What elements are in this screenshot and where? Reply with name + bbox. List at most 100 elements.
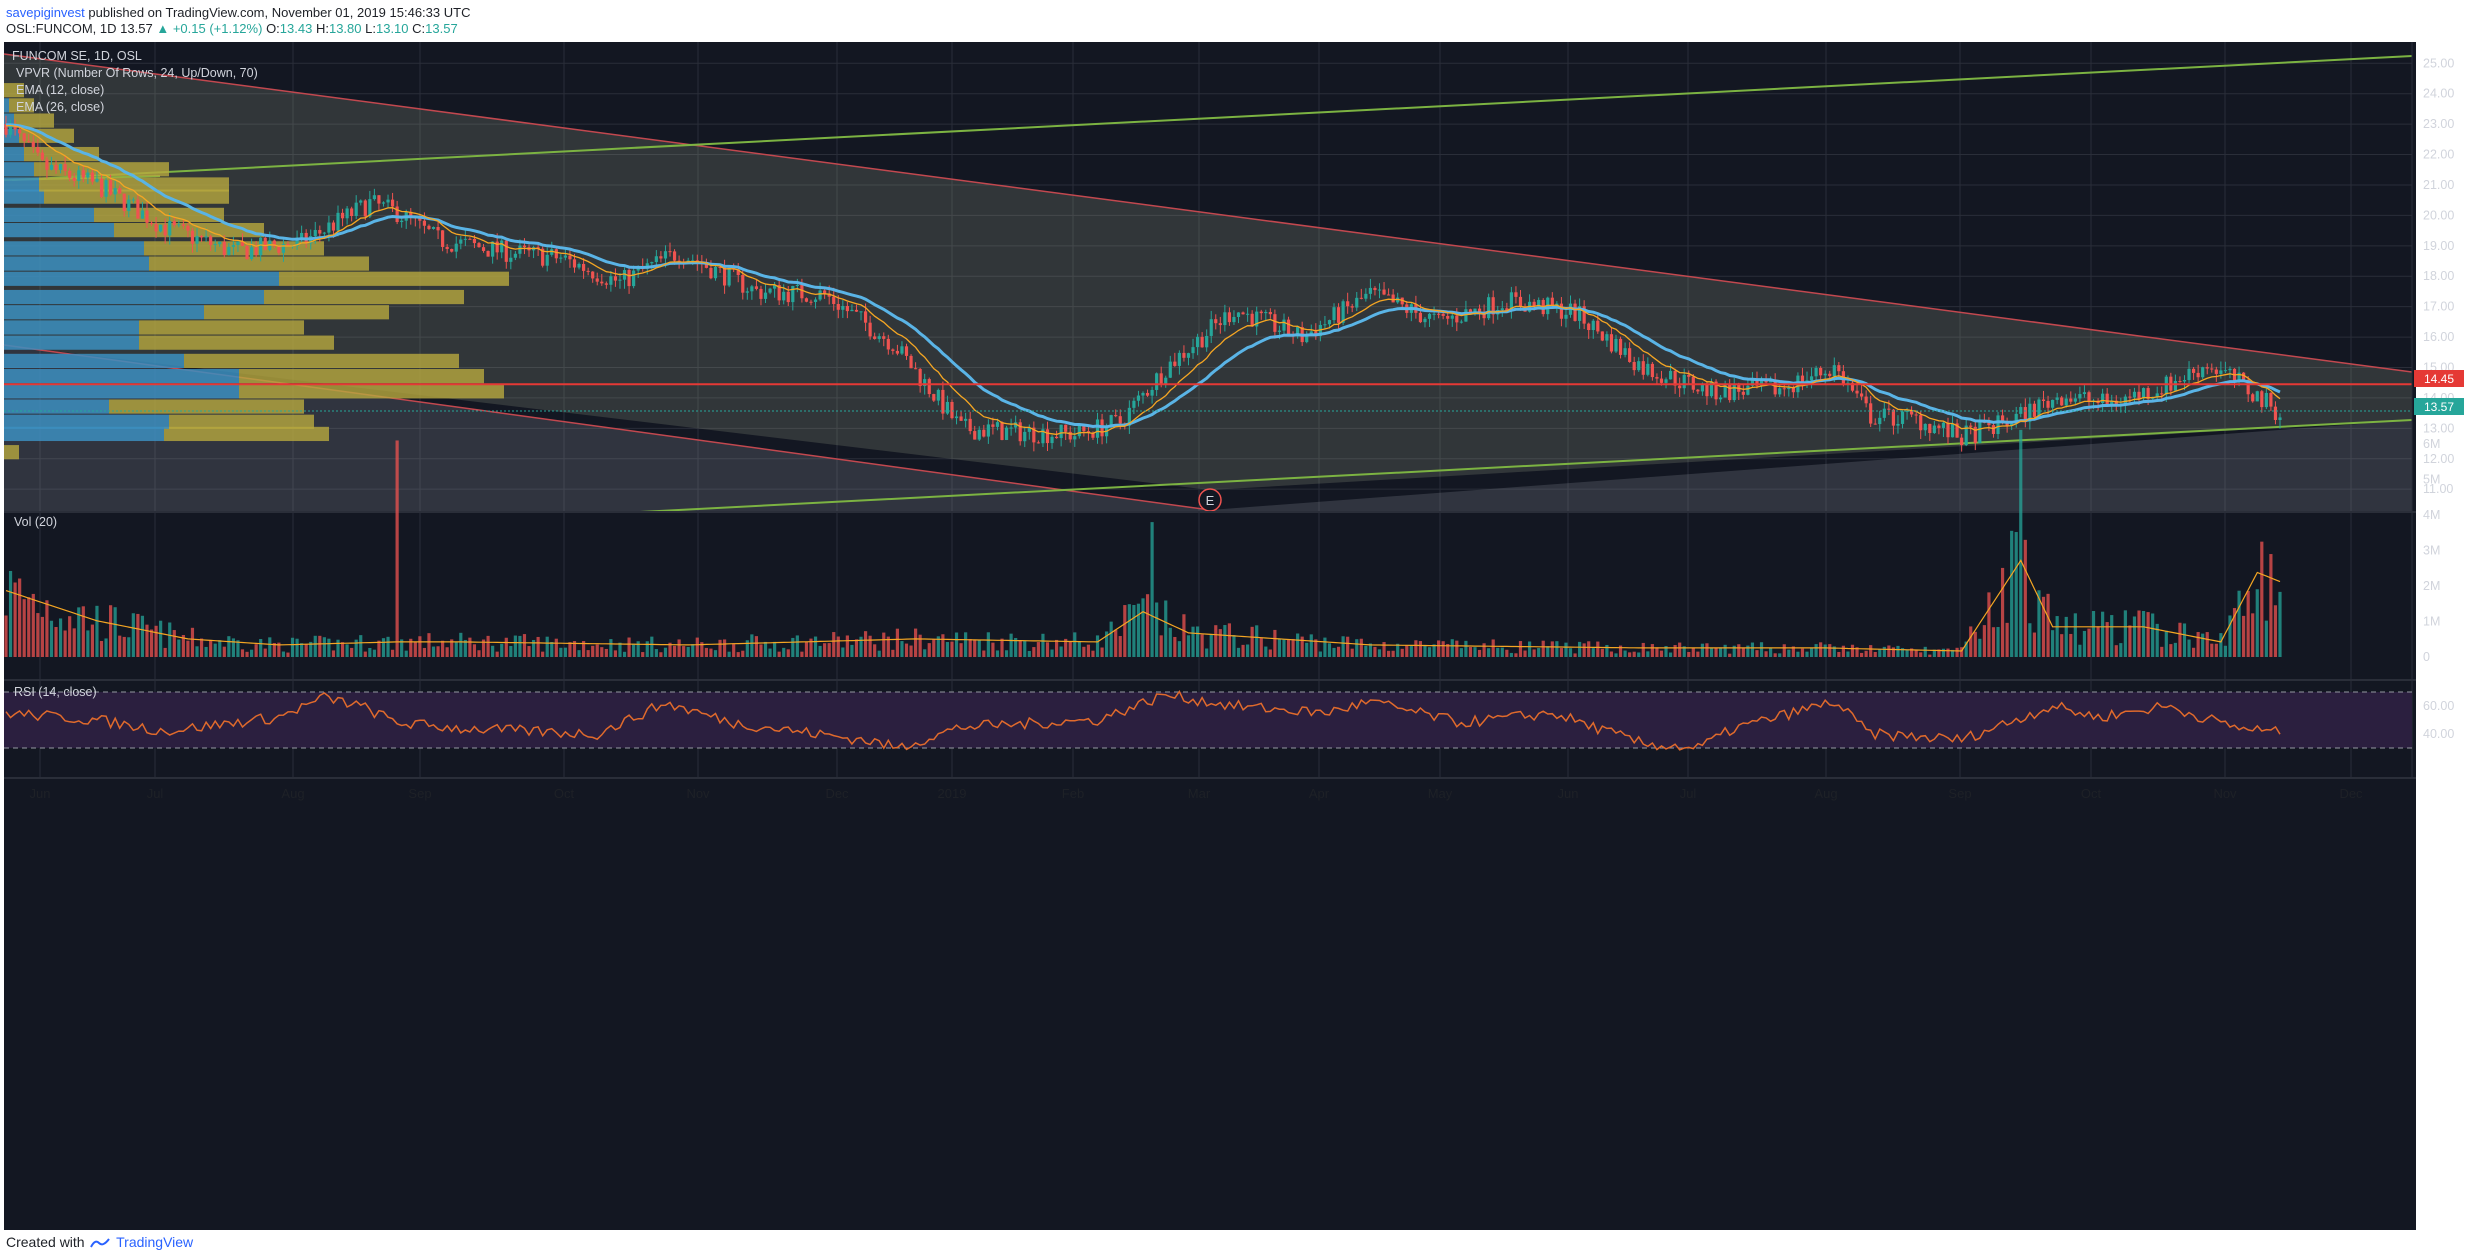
candle-body [1368, 287, 1372, 294]
volume-bar [450, 639, 454, 657]
vpvr-up-bar [4, 241, 144, 256]
volume-bar [918, 634, 922, 657]
volume-bar [1232, 635, 1236, 657]
volume-bar [1427, 647, 1432, 657]
volume-bar [654, 649, 658, 657]
candle-body [1014, 422, 1018, 428]
volume-bar [1032, 647, 1036, 657]
candle-body [541, 248, 545, 266]
candle-body [13, 124, 17, 130]
volume-bar [1300, 636, 1304, 657]
candle-body [277, 246, 281, 253]
candle-body [1632, 361, 1636, 371]
candle-body [2132, 391, 2137, 398]
candle-body [481, 247, 486, 251]
legend-volume[interactable]: Vol (20) [14, 515, 57, 529]
candle-body [322, 232, 326, 234]
legend-vpvr[interactable]: VPVR (Number Of Rows, 24, Up/Down, 70) [16, 66, 258, 80]
earnings-marker[interactable]: E [1198, 488, 1222, 512]
candle-body [654, 256, 658, 263]
candle-body [1637, 361, 1641, 371]
candle-body [2269, 392, 2273, 407]
volume-bar [1264, 646, 1268, 657]
volume-bar [109, 605, 113, 657]
candle-body [827, 293, 831, 297]
volume-bar [13, 582, 17, 657]
volume-bar [1982, 625, 1986, 657]
candle-body [1832, 365, 1836, 377]
legend-ema26[interactable]: EMA (26, close) [16, 100, 104, 114]
volume-bar [1423, 644, 1427, 657]
volume-bar [1186, 635, 1191, 657]
volume-bar [563, 647, 567, 657]
volume-bar [691, 644, 695, 657]
volume-bar [1177, 641, 1181, 657]
volume-bar [1514, 653, 1518, 657]
candle-body [650, 262, 654, 264]
candle-body [477, 243, 481, 248]
candle-body [1455, 315, 1459, 323]
volume-bar [127, 637, 131, 657]
candle-body [422, 220, 427, 226]
low-value: 13.10 [375, 21, 409, 36]
volume-bar [118, 635, 122, 657]
upper-channel-line[interactable] [3, 53, 2413, 373]
upper-trend-line[interactable] [11, 55, 2413, 181]
volume-bar [491, 645, 495, 657]
volume-bar [1705, 643, 1709, 657]
volume-bar [1546, 646, 1550, 657]
volume-bar [1764, 651, 1768, 657]
volume-bar [1814, 644, 1818, 657]
chart-canvas[interactable]: E 11.0012.0013.0014.0015.0016.0017.0018.… [0, 40, 2468, 1230]
candle-body [1264, 312, 1268, 314]
symbol-label: OSL:FUNCOM, 1D [6, 21, 117, 36]
volume-bar [1832, 646, 1836, 657]
candle-body [245, 245, 249, 260]
volume-bar [1996, 626, 2000, 657]
legend-symbol[interactable]: FUNCOM SE, 1D, OSL [12, 49, 142, 63]
candle-body [2228, 368, 2232, 371]
candle-body [2146, 388, 2150, 399]
price-tick-label: 25.00 [2423, 56, 2454, 70]
candle-body [1064, 424, 1068, 432]
legend-ema12[interactable]: EMA (12, close) [16, 83, 104, 97]
volume-bar [1928, 654, 1932, 657]
candle-body [1473, 308, 1477, 313]
volume-bar [77, 607, 81, 657]
candle-body [1223, 312, 1227, 326]
candle-body [1018, 422, 1022, 442]
candle-body [472, 238, 477, 244]
candle-body [2000, 415, 2005, 424]
candle-body [2037, 399, 2041, 417]
candle-body [2273, 406, 2278, 421]
volume-bar [1755, 650, 1759, 657]
volume-bar [518, 635, 522, 657]
volume-bar [386, 636, 390, 657]
volume-profile [4, 83, 509, 460]
legend-rsi[interactable]: RSI (14, close) [14, 685, 97, 699]
candle-body [545, 254, 549, 266]
candle-body [818, 290, 822, 300]
volume-bar [818, 645, 822, 657]
volume-bar [1377, 649, 1382, 657]
lower-trend-line[interactable] [639, 419, 2413, 513]
volume-bar [2014, 532, 2018, 657]
candle-body [1041, 429, 1045, 444]
author-link[interactable]: savepiginvest [6, 5, 85, 20]
candle-body [1991, 425, 1996, 434]
volume-bar [90, 624, 95, 657]
candle-body [859, 311, 863, 313]
price-axis[interactable]: 11.0012.0013.0014.0015.0016.0017.0018.00… [2423, 56, 2454, 496]
volume-bar [500, 643, 504, 657]
volume-bar [354, 639, 358, 657]
volume-bar [1732, 645, 1736, 657]
tradingview-link[interactable]: TradingView [116, 1234, 194, 1250]
volume-bar [136, 613, 140, 657]
candle-body [1873, 423, 1877, 425]
volume-bar [1828, 644, 1832, 657]
volume-bar [1286, 639, 1291, 657]
candle-body [381, 202, 386, 204]
high-value: 13.80 [328, 21, 362, 36]
volume-bar [1468, 647, 1473, 657]
time-axis[interactable]: Jun Jul Aug Sep Oct Nov Dec 2019 Feb Mar Apr May Jun… [30, 786, 2364, 801]
